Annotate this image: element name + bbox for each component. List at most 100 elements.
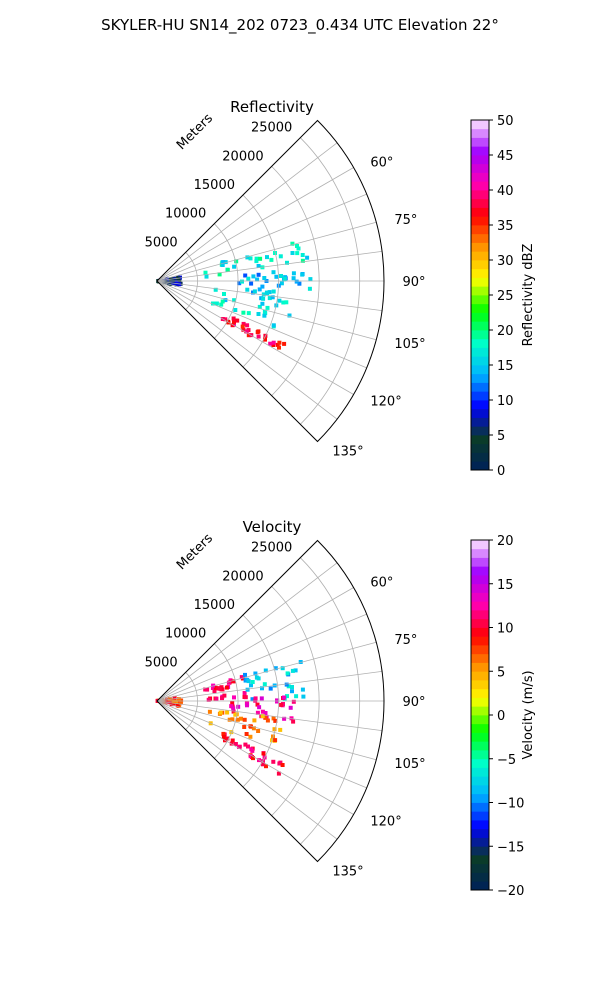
colorbar-step	[471, 688, 489, 698]
echo-cell	[279, 281, 284, 286]
colorbar-step	[471, 583, 489, 593]
colorbar-step	[471, 400, 489, 410]
echo-cell	[177, 697, 181, 702]
echo-cell	[220, 299, 225, 304]
azimuth-tick-label: 60°	[370, 575, 393, 590]
echo-cell	[282, 695, 287, 700]
echo-cell	[219, 302, 224, 307]
colorbar-tick-label: 20	[497, 534, 514, 549]
range-tick-label: 20000	[222, 569, 263, 584]
colorbar-tick-label: 5	[497, 429, 505, 444]
echo-cell	[221, 260, 226, 265]
echo-cell	[258, 256, 263, 261]
colorbar-step	[471, 233, 489, 243]
panel-title: Velocity	[243, 518, 302, 536]
echo-cell	[269, 257, 274, 262]
echo-cell	[244, 329, 249, 334]
echo-cell	[271, 716, 276, 721]
echo-cell	[305, 255, 310, 260]
echo-cell	[249, 683, 253, 688]
echo-cell	[213, 685, 218, 690]
echo-cell	[251, 726, 256, 731]
echo-cell	[212, 689, 217, 694]
colorbar-step	[471, 251, 489, 261]
colorbar-step	[471, 680, 489, 690]
echo-cell	[257, 287, 262, 292]
echo-cell	[257, 304, 262, 309]
colorbar-step	[471, 435, 489, 445]
echo-cell	[217, 686, 222, 691]
echo-cell	[290, 689, 294, 694]
colorbar-tick-label: −20	[497, 884, 524, 899]
colorbar-tick-label: 35	[497, 219, 514, 234]
echo-cell	[295, 251, 300, 256]
colorbar-step	[471, 163, 489, 173]
echo-cell	[230, 738, 235, 743]
echo-cell	[295, 244, 299, 248]
echo-cell	[230, 717, 235, 722]
echo-cell	[231, 709, 236, 714]
azimuth-gridline	[156, 700, 377, 761]
colorbar-label: Reflectivity dBZ	[521, 244, 536, 347]
echo-cell	[237, 744, 242, 749]
range-tick-label: 25000	[251, 121, 292, 136]
echo-cell	[214, 301, 219, 306]
echo-cell	[256, 329, 261, 334]
echo-cell	[284, 300, 289, 305]
echo-cell	[270, 295, 275, 300]
echo-cell	[222, 292, 226, 296]
echo-cell	[260, 686, 264, 691]
colorbar-step	[471, 715, 489, 725]
azimuth-tick-label: 105°	[394, 337, 425, 352]
echo-cell	[221, 731, 226, 736]
azimuth-tick-label: 90°	[402, 275, 425, 290]
echo-cell	[178, 700, 183, 705]
colorbar-step	[471, 330, 489, 340]
azimuth-gridline	[156, 280, 367, 369]
azimuth-gridline	[156, 280, 338, 420]
colorbar-step	[471, 785, 489, 795]
colorbar-step	[471, 408, 489, 418]
colorbar-step	[471, 820, 489, 830]
echo-cell	[273, 718, 278, 723]
echo-cell	[246, 276, 251, 281]
echo-cell	[245, 687, 250, 692]
colorbar-tick-label: 5	[497, 665, 505, 680]
echo-cell	[260, 301, 265, 306]
echo-cell	[228, 678, 233, 683]
echo-cell	[171, 702, 176, 707]
colorbar-step	[471, 426, 489, 436]
colorbar: 0 5 10 15 20 25 30 35 40 45 50 Reflectivity dBZ	[470, 114, 536, 479]
sector-outline	[156, 119, 385, 443]
echo-cell	[172, 695, 177, 700]
colorbar-step	[471, 732, 489, 742]
colorbar-step	[471, 671, 489, 681]
echo-cell	[256, 729, 261, 733]
echo-cell	[271, 759, 276, 764]
echo-cell	[255, 277, 260, 282]
echo-cell	[271, 323, 276, 328]
colorbar-tick-label: 10	[497, 622, 514, 637]
echo-cell	[300, 272, 305, 277]
sector-outline	[156, 539, 385, 863]
colorbar-step	[471, 636, 489, 646]
echo-cell	[242, 691, 247, 695]
colorbar-step	[471, 356, 489, 366]
colorbar-tick-label: 30	[497, 254, 514, 269]
echo-cell	[214, 696, 219, 701]
echo-cell	[274, 274, 279, 279]
colorbar-tick-label: −10	[497, 797, 524, 812]
range-tick-label: 5000	[145, 235, 178, 250]
colorbar-step	[471, 881, 489, 891]
echo-cell	[288, 705, 293, 710]
azimuth-tick-label: 105°	[394, 757, 425, 772]
azimuth-tick-label: 120°	[370, 395, 401, 410]
echo-cell	[205, 687, 210, 692]
echo-cell	[245, 287, 250, 292]
colorbar-step	[471, 120, 489, 130]
echo-cell	[244, 732, 249, 736]
colorbar-step	[471, 338, 489, 348]
echo-cell	[241, 310, 246, 315]
colorbar-step	[471, 128, 489, 138]
echo-cell	[242, 725, 247, 729]
